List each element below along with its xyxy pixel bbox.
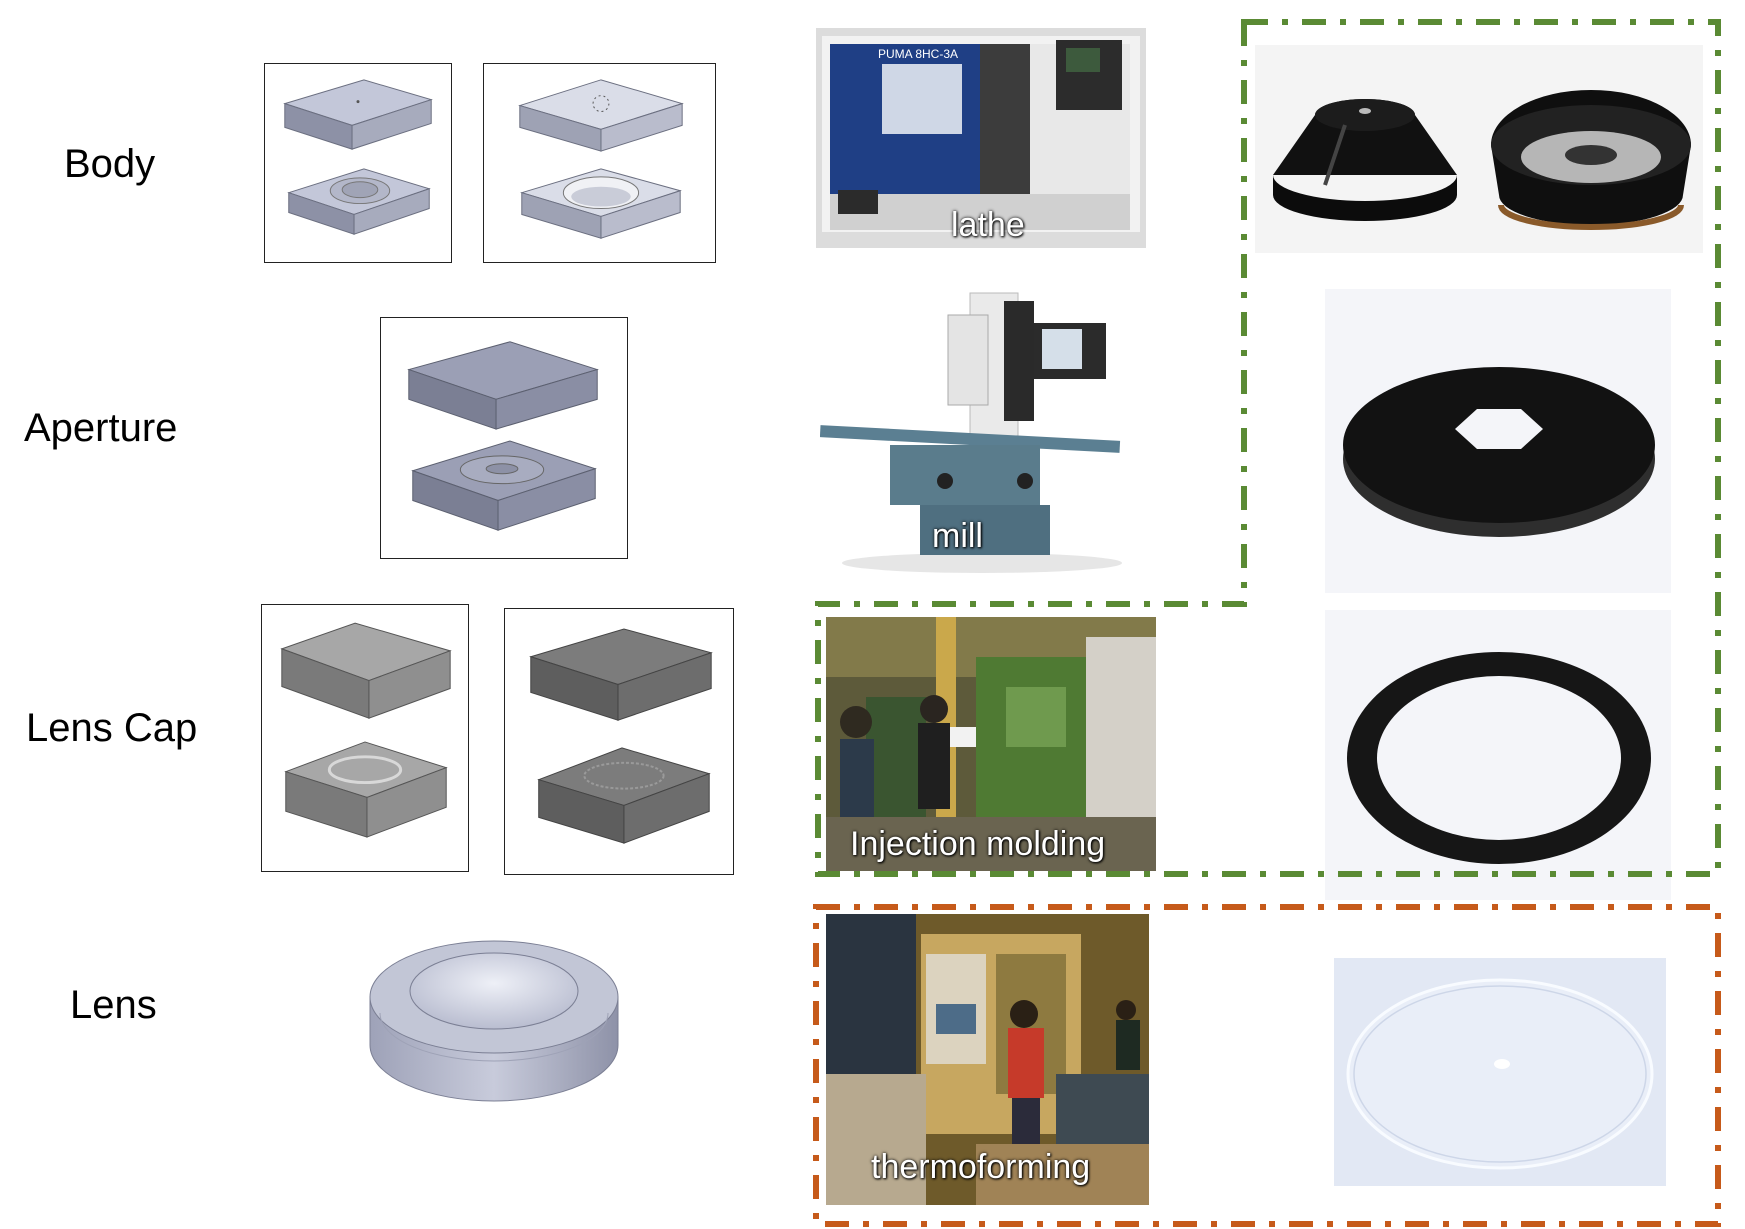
body-mold-cad-b [483,63,716,263]
mold-bottom-plate [537,747,711,844]
body-part-interior [1491,90,1691,230]
row-label-lens-cap: Lens Cap [26,706,198,750]
aperture-mold-cad [380,317,628,559]
lens-cap-part-photo [1325,610,1671,900]
machine-nameplate: PUMA 8HC-3A [878,47,958,61]
mill-caption: mill [932,517,983,555]
lens-cad-render [366,935,622,1113]
row-label-body: Body [64,142,156,186]
body-part-photo [1255,45,1703,253]
mold-top-plate [407,341,599,430]
lens-part-photo [1334,958,1666,1186]
lens-cap-mold-cad-b [504,608,734,875]
lathe-photo: PUMA 8HC-3A lathe [816,28,1146,248]
lathe-caption: lathe [951,206,1025,244]
thermoforming-photo: thermoforming [826,914,1149,1205]
mold-top-plate [529,628,713,721]
mold-top-plate [280,622,452,719]
lens-cap-mold-cad-a [261,604,469,872]
row-label-aperture: Aperture [24,406,178,450]
mold-top-plate [283,79,433,150]
mold-bottom-plate [287,168,431,235]
aperture-part-photo [1325,289,1671,593]
mold-top-plate [518,79,684,152]
thermoforming-caption: thermoforming [871,1148,1091,1186]
body-mold-cad-a [264,63,452,263]
injection-molding-caption: Injection molding [850,825,1106,863]
mold-bottom-plate [411,440,597,531]
mold-bottom-plate [284,741,448,838]
injection-molding-photo: Injection molding [826,617,1156,871]
mold-bottom-plate [520,168,682,239]
row-label-lens: Lens [70,983,157,1027]
mill-photo: mill [820,285,1145,575]
